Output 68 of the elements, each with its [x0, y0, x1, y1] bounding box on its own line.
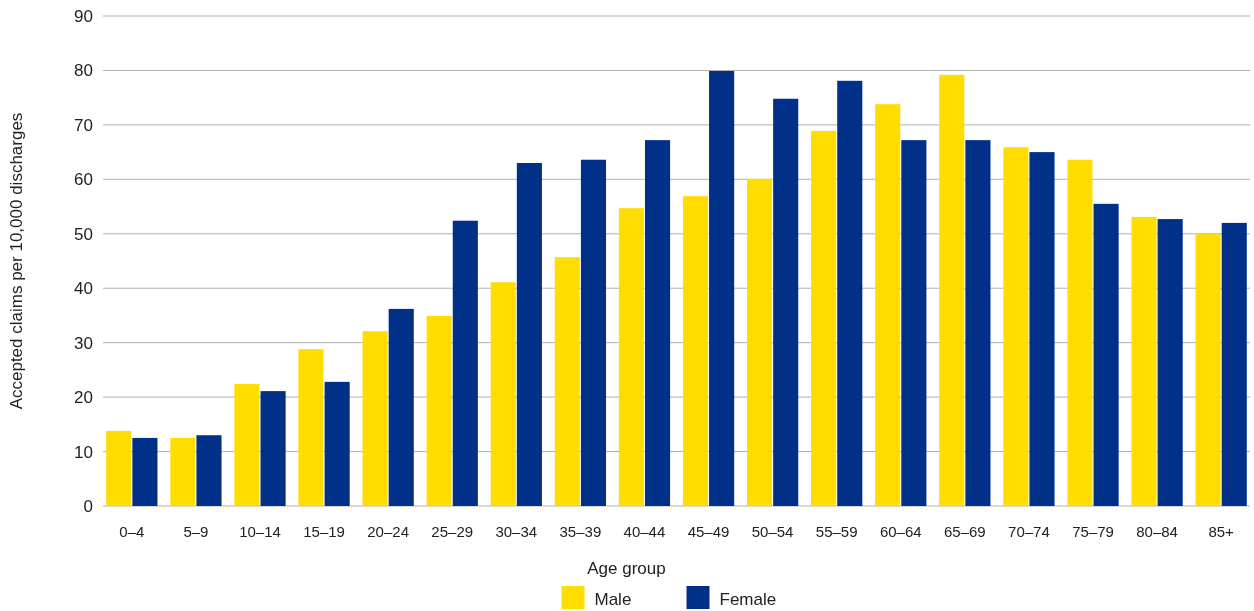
- x-tick-label: 70–74: [1008, 523, 1050, 540]
- bar: [260, 391, 286, 506]
- x-tick-label: 55–59: [815, 523, 858, 540]
- x-tick-label: 65–69: [943, 523, 986, 540]
- bar: [1221, 222, 1247, 506]
- bar: [1003, 147, 1029, 506]
- bar: [324, 381, 350, 506]
- legend-label: Female: [719, 589, 777, 609]
- bar: [618, 208, 644, 506]
- y-axis-title: Accepted claims per 10,000 discharges: [7, 112, 26, 410]
- bar: [298, 349, 324, 506]
- bar: [170, 437, 196, 506]
- bar: [516, 163, 542, 506]
- x-tick-label: 60–64: [879, 523, 922, 540]
- bar: [132, 437, 158, 506]
- bar: [234, 384, 260, 506]
- bar: [773, 98, 799, 506]
- bar: [709, 70, 735, 506]
- y-tick-label: 80: [74, 61, 93, 81]
- x-tick-label: 45–49: [687, 523, 730, 540]
- y-tick-label: 30: [74, 333, 93, 353]
- bar: [388, 308, 414, 506]
- y-tick-label: 90: [74, 6, 93, 26]
- x-tick-label: 40–44: [623, 523, 666, 540]
- bar: [1157, 219, 1183, 506]
- bar: [1067, 159, 1093, 506]
- bar: [1029, 152, 1055, 506]
- bar: [1131, 216, 1157, 506]
- bar: [106, 430, 132, 506]
- bar: [939, 74, 965, 506]
- bar: [196, 435, 222, 506]
- bar: [554, 257, 580, 506]
- x-tick-label: 25–29: [431, 523, 474, 540]
- x-tick-label: 85+: [1208, 523, 1235, 540]
- y-tick-label: 50: [74, 224, 93, 244]
- x-tick-label: 10–14: [239, 523, 281, 540]
- x-tick-label: 80–84: [1136, 523, 1178, 540]
- x-tick-label: 20–24: [367, 523, 410, 540]
- bar: [901, 140, 927, 506]
- x-tick-label: 30–34: [495, 523, 538, 540]
- x-tick-label: 0–4: [119, 523, 145, 540]
- bar: [490, 282, 516, 506]
- bar: [1093, 203, 1119, 506]
- x-tick-label: 75–79: [1072, 523, 1114, 540]
- bar: [580, 159, 607, 506]
- x-tick-label: 15–19: [303, 523, 345, 540]
- y-tick-label: 0: [83, 496, 93, 516]
- bar: [452, 220, 478, 506]
- x-tick-label: 5–9: [183, 523, 209, 540]
- y-tick-label: 20: [74, 388, 93, 408]
- bar: [1195, 233, 1221, 506]
- bar: [811, 130, 837, 506]
- bar: [682, 196, 709, 506]
- y-tick-label: 10: [74, 442, 93, 462]
- legend-label: Male: [594, 589, 632, 609]
- bar: [362, 331, 388, 506]
- y-tick-label: 60: [74, 170, 93, 190]
- y-tick-label: 70: [74, 115, 93, 135]
- bar: [746, 178, 773, 506]
- x-axis-title: Age group: [587, 559, 666, 578]
- y-tick-label: 40: [74, 279, 93, 299]
- bar: [837, 80, 863, 506]
- x-tick-label: 35–39: [559, 523, 602, 540]
- bar: [426, 315, 452, 506]
- bar: [644, 140, 671, 506]
- bar: [965, 140, 991, 506]
- x-tick-label: 50–54: [751, 523, 794, 540]
- bar: [875, 104, 901, 506]
